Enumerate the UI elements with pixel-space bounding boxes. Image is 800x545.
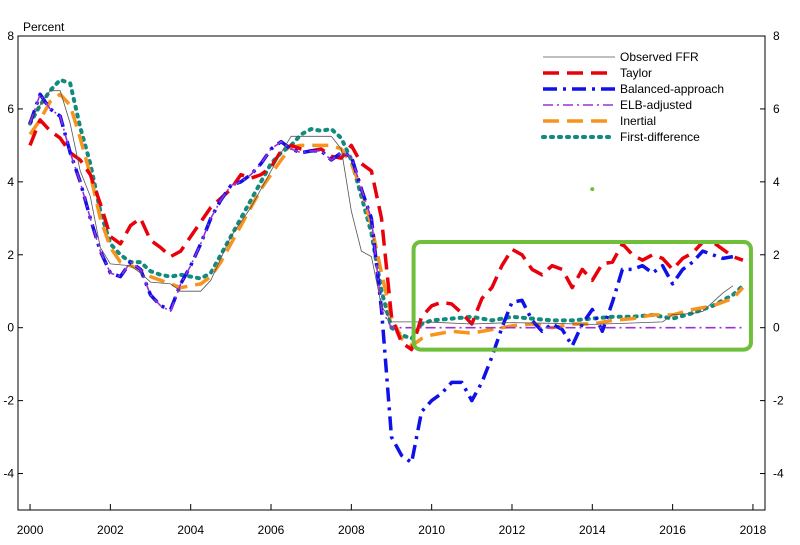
y-axis-label: Percent <box>23 20 65 34</box>
x-tick-label: 2016 <box>659 523 686 537</box>
y-tick-label-right: 8 <box>773 29 780 43</box>
tick-labels: 8 8 6 6 4 4 2 2 0 0 -2 -2 -4 -4 2000 2002 2004 2006 2008 20… <box>3 29 784 537</box>
y-tick-label-left: 8 <box>7 29 14 43</box>
legend-label: Observed FFR <box>620 50 699 64</box>
series-line-balanced-approach <box>28 92 734 465</box>
highlight-box <box>411 240 753 352</box>
x-tick-label: 2004 <box>177 523 204 537</box>
x-tick-label: 2010 <box>418 523 445 537</box>
y-tick-label-left: -2 <box>3 394 14 408</box>
y-tick-label-right: 6 <box>773 102 780 116</box>
x-tick-label: 2000 <box>17 523 44 537</box>
y-tick-label-right: 0 <box>773 321 780 335</box>
series-line-first-difference <box>28 77 745 341</box>
x-tick-label: 2006 <box>258 523 285 537</box>
y-tick-label-right: -4 <box>773 467 784 481</box>
x-tick-label: 2012 <box>499 523 526 537</box>
legend-label: ELB-adjusted <box>620 98 692 112</box>
series-line-observed-ffr <box>29 90 734 325</box>
x-tick-label: 2014 <box>579 523 606 537</box>
y-tick-label-left: 6 <box>7 102 14 116</box>
marker-dot <box>590 187 595 192</box>
x-tick-label: 2018 <box>740 523 767 537</box>
legend-label: Balanced-approach <box>620 82 724 96</box>
y-tick-label-left: -4 <box>3 467 14 481</box>
series-line-taylor <box>28 118 744 352</box>
axes <box>17 35 766 511</box>
x-tick-label: 2002 <box>97 523 124 537</box>
y-tick-label-right: 2 <box>773 248 780 262</box>
series-layer <box>28 77 745 465</box>
legend-label: Inertial <box>620 114 656 128</box>
series-line-elb-adjusted <box>29 93 743 329</box>
legend-label: Taylor <box>620 66 652 80</box>
annotations <box>411 187 753 352</box>
y-tick-label-right: -2 <box>773 394 784 408</box>
legend: Observed FFR Taylor Balanced-approach ELB-a… <box>541 50 724 144</box>
plot-frame <box>17 35 766 511</box>
y-tick-label-left: 0 <box>7 321 14 335</box>
y-tick-label-right: 4 <box>773 175 780 189</box>
legend-label: First-difference <box>620 130 700 144</box>
x-tick-label: 2008 <box>338 523 365 537</box>
y-tick-label-left: 2 <box>7 248 14 262</box>
y-tick-label-left: 4 <box>7 175 14 189</box>
